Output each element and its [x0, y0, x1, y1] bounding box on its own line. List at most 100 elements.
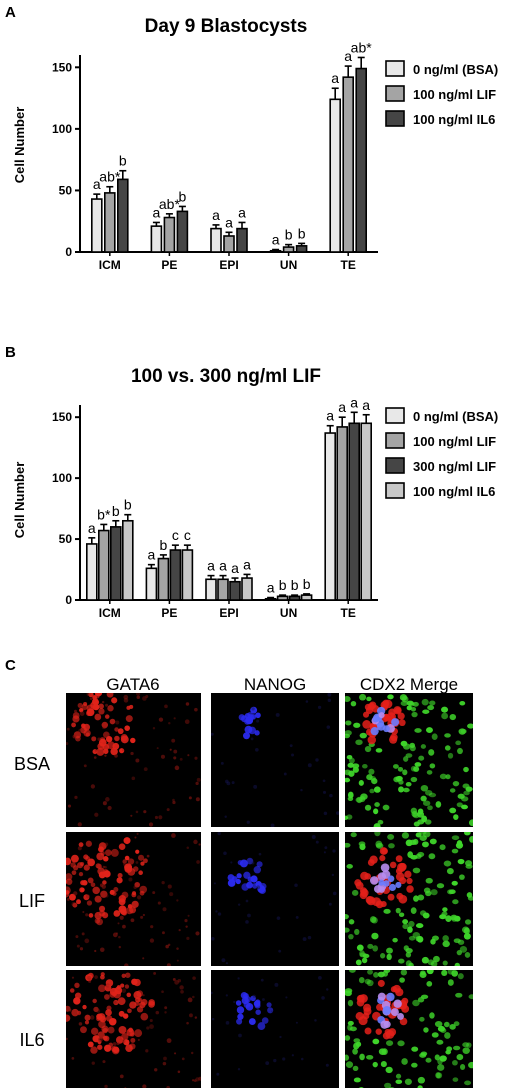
micrograph-signal: [345, 693, 473, 827]
significance-label: a: [344, 48, 352, 64]
legend-label: 300 ng/ml LIF: [413, 459, 496, 474]
legend-swatch: [385, 407, 405, 424]
significance-label: b: [279, 577, 287, 593]
significance-label: b: [303, 576, 311, 592]
bar: [264, 597, 277, 601]
bar: [110, 526, 122, 601]
micrograph-lif-gata6: [66, 832, 201, 966]
bar: [91, 198, 103, 253]
column-label-gata6: GATA6: [106, 675, 159, 694]
micrograph-bsa-cdx2-merge: [345, 693, 473, 827]
micrograph-il6-gata6: [66, 970, 201, 1088]
micrograph-il6-nanog: [211, 970, 339, 1088]
bar: [229, 580, 241, 601]
micrograph-background: [211, 693, 339, 827]
y-tick-label: 0: [65, 245, 72, 259]
bar: [282, 246, 295, 253]
micrograph-signal: [211, 693, 339, 827]
y-tick-label: 0: [65, 593, 72, 607]
significance-label: ab*: [159, 196, 181, 212]
chart-title: 100 vs. 300 ng/ml LIF: [131, 366, 321, 387]
micrograph-signal: [66, 693, 201, 827]
bar: [98, 529, 110, 601]
bar: [150, 225, 163, 253]
bar: [269, 249, 282, 253]
panel-b-letter: B: [5, 344, 16, 361]
significance-label: a: [331, 70, 339, 86]
significance-label: c: [172, 527, 179, 543]
row-label-bsa: BSA: [14, 754, 50, 774]
row-label-lif: LIF: [19, 891, 45, 911]
bar: [122, 519, 134, 601]
bar: [342, 76, 355, 253]
row-label-il6: IL6: [19, 1030, 44, 1050]
significance-label: a: [272, 232, 280, 248]
significance-label: b: [160, 537, 168, 553]
significance-label: a: [267, 580, 275, 596]
micrograph-background: [66, 970, 201, 1088]
panel-a-letter: A: [5, 4, 16, 21]
bar: [223, 235, 235, 253]
bar: [276, 595, 289, 601]
x-tick-label: UN: [280, 606, 297, 620]
micrograph-signal: [211, 975, 329, 1076]
y-axis-label: Cell Number: [12, 462, 27, 539]
x-tick-label: PE: [161, 606, 177, 620]
y-tick-label: 50: [59, 183, 73, 197]
chart-legend: 0 ng/ml (BSA) 100 ng/ml LIF 100 ng/ml IL6: [385, 60, 498, 127]
bar: [324, 432, 337, 601]
bar: [288, 595, 301, 601]
legend-swatch: [385, 457, 405, 474]
legend-label: 100 ng/ml LIF: [413, 434, 496, 449]
x-tick-label: EPI: [219, 258, 238, 272]
significance-label: b: [291, 577, 299, 593]
significance-label: b*: [97, 506, 111, 522]
y-axis-label: Cell Number: [12, 107, 27, 184]
significance-label: a: [153, 204, 161, 220]
bar: [169, 549, 182, 601]
micrograph-lif-nanog: [211, 832, 339, 966]
x-tick-label: TE: [341, 258, 356, 272]
x-tick-label: ICM: [99, 258, 121, 272]
legend-label: 100 ng/ml IL6: [413, 112, 495, 127]
y-tick-label: 150: [52, 60, 72, 74]
y-tick-label: 150: [52, 410, 72, 424]
significance-label: a: [219, 558, 227, 574]
micrograph-tiles: [66, 693, 473, 1088]
legend-label: 100 ng/ml LIF: [413, 87, 496, 102]
significance-label: ab*: [99, 169, 121, 185]
legend-label: 0 ng/ml (BSA): [413, 62, 498, 77]
significance-label: a: [231, 560, 239, 576]
bar: [86, 543, 98, 601]
significance-label: b: [119, 153, 127, 169]
micrograph-grid: GATA6 NANOG CDX2 Merge BSA LIF IL6: [14, 675, 473, 1088]
significance-label: a: [207, 558, 215, 574]
legend-swatch: [385, 110, 405, 127]
micrograph-il6-cdx2-merge: [345, 970, 473, 1088]
significance-label: a: [238, 204, 246, 220]
significance-label: a: [88, 520, 96, 536]
bar: [145, 567, 158, 601]
bar: [360, 422, 373, 601]
significance-label: a: [350, 394, 358, 410]
bar: [205, 578, 217, 601]
bar: [163, 216, 176, 253]
column-label-cdx2-merge: CDX2 Merge: [360, 675, 458, 694]
micrograph-signal: [66, 971, 201, 1088]
x-tick-label: TE: [341, 606, 356, 620]
bar: [295, 245, 308, 253]
micrograph-lif-cdx2-merge: [345, 832, 473, 966]
micrograph-signal: [211, 832, 337, 965]
x-tick-label: EPI: [219, 606, 238, 620]
chart-title: Day 9 Blastocysts: [145, 16, 308, 37]
significance-label: a: [148, 547, 156, 563]
x-tick-label: ICM: [99, 606, 121, 620]
significance-label: a: [338, 399, 346, 415]
bar: [300, 594, 313, 601]
legend-swatch: [385, 482, 405, 499]
y-tick-label: 50: [59, 532, 73, 546]
bar: [210, 227, 222, 253]
bar: [117, 178, 129, 253]
